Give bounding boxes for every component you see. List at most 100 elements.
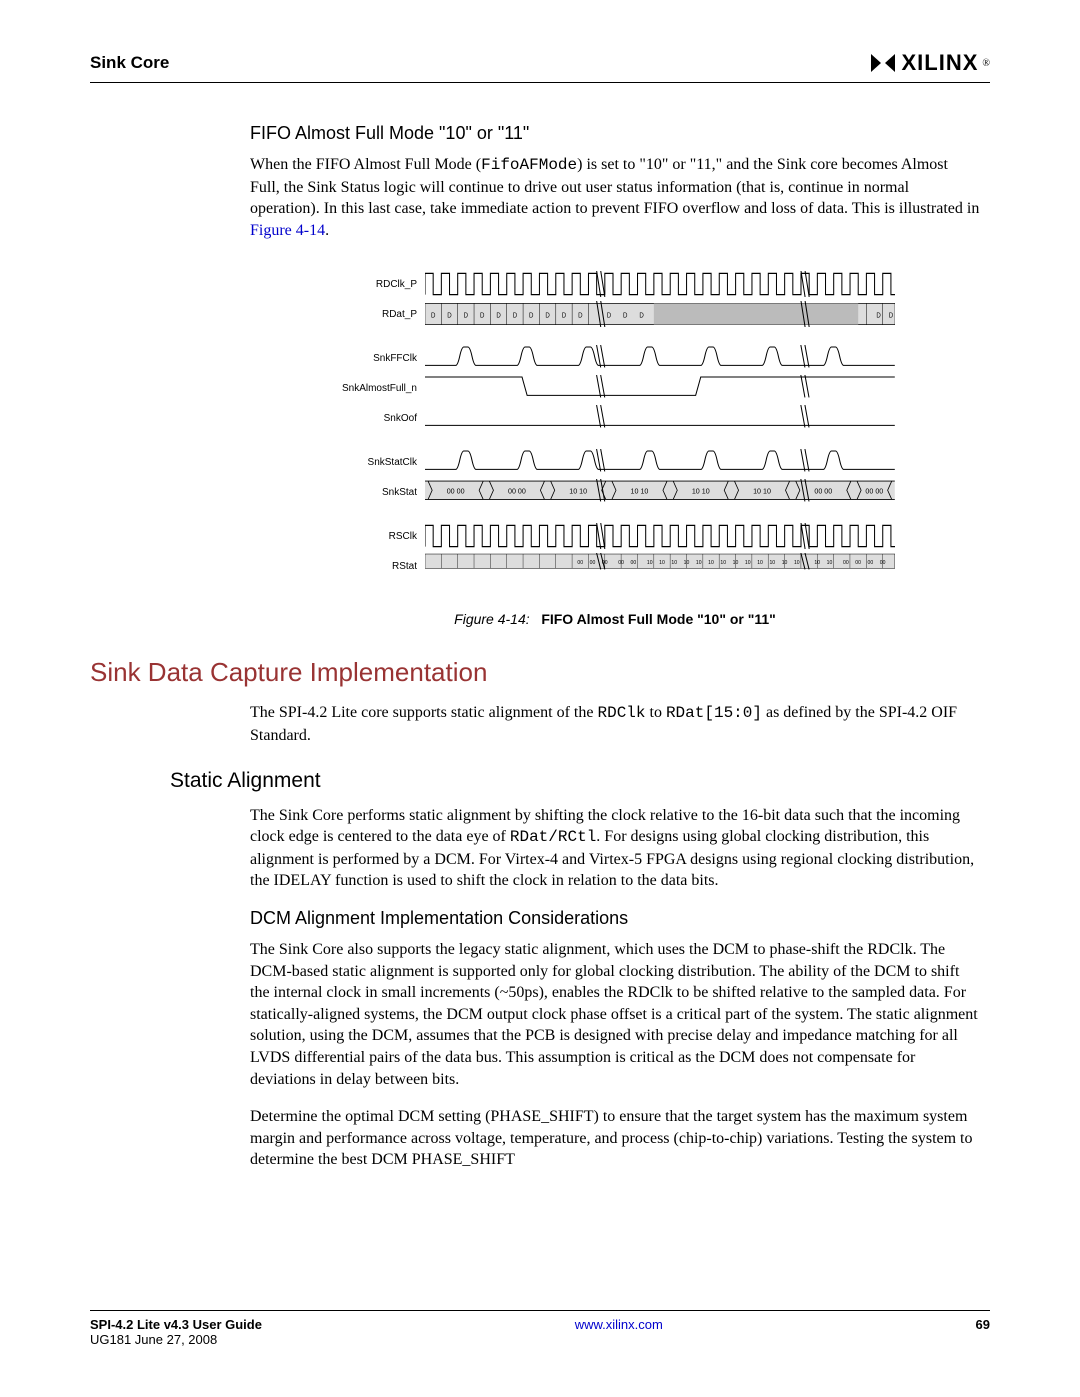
svg-text:D: D (889, 313, 894, 320)
figure-caption-label: Figure 4-14: (454, 611, 529, 627)
page-header: Sink Core XILINX ® (90, 50, 990, 83)
xilinx-logo: XILINX ® (869, 50, 990, 76)
text-run: The SPI-4.2 Lite core supports static al… (250, 704, 597, 721)
svg-text:10: 10 (684, 561, 690, 567)
data-waveform: DDDDDDDDDDDDD DD (425, 301, 895, 327)
svg-text:10: 10 (708, 561, 714, 567)
svg-text:D: D (480, 313, 485, 320)
timing-diagram: RDClk_P RDat_P (335, 271, 895, 591)
slowclock-waveform (425, 345, 895, 371)
figure-caption-title: FIFO Almost Full Mode "10" or "11" (541, 611, 776, 627)
svg-text:00: 00 (868, 561, 874, 567)
svg-text:10: 10 (745, 561, 751, 567)
svg-text:D: D (464, 313, 469, 320)
svg-text:10: 10 (827, 561, 833, 567)
svg-text:D: D (529, 313, 534, 320)
svg-text:10: 10 (671, 561, 677, 567)
svg-text:00 00: 00 00 (814, 488, 832, 496)
signal-label: RDClk_P (335, 279, 425, 290)
svg-text:00: 00 (631, 561, 637, 567)
svg-text:10 10: 10 10 (753, 488, 771, 496)
svg-text:D: D (876, 313, 881, 320)
signal-row: RDat_P DDDDDDDDDDDDD DD (335, 301, 895, 327)
svg-text:D: D (578, 313, 583, 320)
svg-text:10 10: 10 10 (569, 488, 587, 496)
databus-waveform: 00 00 00 00 10 10 10 10 10 10 10 10 00 0… (425, 479, 895, 505)
signal-label: SnkStatClk (335, 457, 425, 468)
svg-text:D: D (431, 313, 436, 320)
subsection-heading-static: Static Alignment (170, 769, 980, 793)
signal-label: SnkFFClk (335, 353, 425, 364)
svg-text:10: 10 (647, 561, 653, 567)
signal-row: SnkStatClk (335, 449, 895, 475)
svg-text:10: 10 (782, 561, 788, 567)
figure-4-14: RDClk_P RDat_P (250, 271, 980, 627)
svg-text:10: 10 (794, 561, 800, 567)
page-footer: SPI-4.2 Lite v4.3 User Guide UG181 June … (90, 1310, 990, 1347)
clock-waveform (425, 523, 895, 549)
signal-row: RSClk (335, 523, 895, 549)
signal-label: SnkStat (335, 487, 425, 498)
svg-text:D: D (513, 313, 518, 320)
footer-title-text: SPI-4.2 Lite v4.3 User Guide (90, 1317, 262, 1332)
subsection-heading-fifo: FIFO Almost Full Mode "10" or "11" (250, 123, 980, 144)
signal-label: RSClk (335, 531, 425, 542)
signal-row: SnkOof (335, 405, 895, 431)
para-sink-intro: The SPI-4.2 Lite core supports static al… (250, 702, 980, 746)
code-inline: RDClk (597, 704, 645, 722)
svg-text:00 00: 00 00 (865, 488, 883, 496)
signal-row: RStat 00 00 00 00 00 10 10 10 10 10 10 10 10 10 10 10… (335, 553, 895, 579)
code-inline: FifoAFMode (481, 156, 577, 174)
svg-text:10 10: 10 10 (692, 488, 710, 496)
para-dcm-1: The Sink Core also supports the legacy s… (250, 939, 980, 1090)
text-run: . (325, 222, 329, 239)
signal-label: SnkAlmostFull_n (335, 383, 425, 394)
svg-text:00: 00 (618, 561, 624, 567)
footer-doc-title: SPI-4.2 Lite v4.3 User Guide UG181 June … (90, 1317, 262, 1347)
page-content: FIFO Almost Full Mode "10" or "11" When … (90, 123, 990, 1171)
svg-text:10: 10 (757, 561, 763, 567)
code-inline: RDat/RCtl (510, 828, 596, 846)
header-chapter-title: Sink Core (90, 53, 169, 73)
subsubsection-heading-dcm: DCM Alignment Implementation Considerati… (250, 908, 980, 929)
signal-label: RDat_P (335, 309, 425, 320)
svg-text:D: D (623, 313, 628, 320)
signal-row: SnkStat (335, 479, 895, 505)
xilinx-logo-text: XILINX (901, 50, 978, 76)
slowclock-waveform (425, 449, 895, 475)
section-heading-sink-data: Sink Data Capture Implementation (90, 657, 980, 688)
svg-text:00: 00 (590, 561, 596, 567)
svg-text:D: D (607, 313, 612, 320)
para-static-alignment: The Sink Core performs static alignment … (250, 805, 980, 892)
clock-waveform (425, 271, 895, 297)
svg-text:D: D (545, 313, 550, 320)
svg-text:00: 00 (855, 561, 861, 567)
flat-waveform (425, 405, 895, 431)
svg-text:10: 10 (659, 561, 665, 567)
smalldata-waveform: 000000 0000 10101010101010101010101010 1… (425, 553, 895, 579)
footer-url[interactable]: www.xilinx.com (575, 1317, 663, 1347)
svg-text:00: 00 (843, 561, 849, 567)
svg-text:00 00: 00 00 (447, 488, 465, 496)
para-fifo-intro: When the FIFO Almost Full Mode (FifoAFMo… (250, 154, 980, 241)
code-inline: RDat[15:0] (666, 704, 762, 722)
figure-link[interactable]: Figure 4-14 (250, 222, 325, 239)
signal-row: RDClk_P (335, 271, 895, 297)
svg-text:00: 00 (880, 561, 886, 567)
figure-caption: Figure 4-14: FIFO Almost Full Mode "10" … (454, 611, 776, 627)
signal-label: SnkOof (335, 413, 425, 424)
footer-page-number: 69 (976, 1317, 990, 1347)
xilinx-reg-mark: ® (982, 58, 990, 69)
svg-text:10: 10 (769, 561, 775, 567)
text-run: to (646, 704, 666, 721)
signal-label: RStat (335, 561, 425, 572)
svg-text:10: 10 (733, 561, 739, 567)
svg-text:D: D (639, 313, 644, 320)
svg-text:D: D (562, 313, 567, 320)
step-waveform (425, 375, 895, 401)
svg-text:00: 00 (577, 561, 583, 567)
xilinx-logo-icon (869, 52, 897, 74)
svg-text:10: 10 (814, 561, 820, 567)
svg-text:D: D (496, 313, 501, 320)
svg-text:00 00: 00 00 (508, 488, 526, 496)
